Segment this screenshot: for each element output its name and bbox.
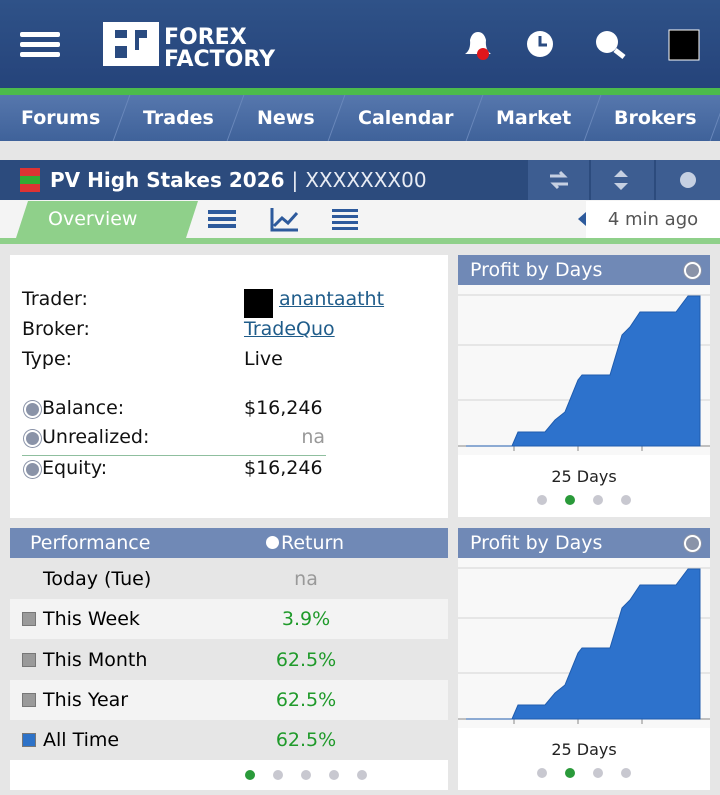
settings-button[interactable] [680, 172, 696, 188]
period-icon [22, 652, 36, 667]
tab-icons [208, 208, 586, 232]
nav-bar: Forums Trades News Calendar Market Broke… [0, 95, 720, 141]
return-value: 62.5% [275, 729, 337, 752]
column-header: Performance [30, 532, 151, 554]
pager-dots [245, 770, 367, 780]
period-label: This Month [43, 648, 148, 671]
menu-button[interactable] [20, 32, 60, 57]
return-value: 3.9% [281, 608, 331, 631]
period-label: All Time [43, 729, 120, 752]
logo-text: FACTORY [164, 47, 276, 72]
pager-dot[interactable] [593, 495, 603, 505]
profit-chart [458, 285, 710, 455]
field-label: Trader: [22, 288, 88, 310]
divider [0, 88, 720, 95]
nav-item[interactable]: Calendar [328, 95, 484, 141]
field-label: Broker: [22, 318, 90, 340]
field-label: Type: [22, 348, 73, 370]
period-label: Today (Tue) [43, 568, 152, 590]
return-value: 62.5% [275, 648, 337, 671]
info-icon[interactable] [24, 461, 41, 478]
pager-dot[interactable] [621, 768, 631, 778]
logo[interactable]: FOREX FACTORY [103, 22, 276, 72]
panel-period: 25 Days [551, 467, 617, 486]
pager-dot[interactable] [537, 768, 547, 778]
table-tab[interactable] [332, 209, 358, 212]
summary-card [10, 255, 448, 518]
return-value: na [294, 568, 318, 590]
title-icons [20, 160, 720, 200]
performance-row [10, 599, 448, 640]
performance-row [10, 679, 448, 720]
chart-tab[interactable] [270, 208, 299, 232]
nav-item[interactable]: News [227, 95, 346, 141]
history[interactable] [527, 31, 553, 57]
expand-button[interactable] [614, 170, 628, 190]
field-label: Equity: [42, 457, 108, 479]
period-icon [22, 733, 36, 748]
panel-period: 25 Days [551, 740, 617, 759]
period-icon [22, 612, 36, 627]
list-tab[interactable] [208, 210, 236, 214]
field-label: Unrealized: [42, 426, 150, 448]
field-value[interactable]: anantaatht [279, 288, 385, 310]
pager [10, 760, 448, 790]
profit-chart [458, 558, 710, 728]
account-title: PV High Stakes 2026 | XXXXXXX00 [50, 168, 427, 192]
notifications[interactable] [465, 32, 491, 60]
pager-dot[interactable] [565, 495, 575, 505]
pager-dot[interactable] [593, 768, 603, 778]
period-label: This Year [43, 688, 129, 711]
period-icon [22, 692, 36, 707]
performance-header: Performance Return [10, 528, 448, 558]
period-label: This Week [43, 608, 140, 631]
separator [22, 455, 326, 456]
overview-label: Overview [48, 208, 138, 230]
info-icon[interactable] [684, 535, 701, 552]
nav-item[interactable]: Brokers [585, 95, 720, 141]
updated-time: 4 min ago [586, 201, 720, 238]
field-label: Balance: [42, 397, 125, 419]
pager-dot[interactable] [621, 495, 631, 505]
field-value: $16,246 [244, 397, 323, 419]
pager-dot[interactable] [565, 768, 575, 778]
field-value: Live [244, 348, 283, 370]
nav-item[interactable]: Forums [0, 95, 131, 141]
header-icons: FOREX FACTORY [20, 22, 700, 72]
field-value: na [301, 426, 325, 448]
nav-item[interactable]: Trades [113, 95, 245, 141]
trader-avatar [244, 289, 273, 318]
divider [0, 238, 720, 244]
panel-header: Profit by Days [458, 528, 710, 558]
logo-text: FOREX [164, 25, 247, 50]
nav-item[interactable]: Market [466, 95, 602, 141]
info-icon[interactable] [24, 430, 41, 447]
search[interactable] [596, 31, 626, 59]
swap-button[interactable] [550, 170, 568, 190]
field-value: $16,246 [244, 457, 323, 479]
column-header: Return [281, 532, 345, 554]
return-value: 62.5% [275, 688, 337, 711]
info-icon[interactable] [24, 401, 41, 418]
panel-header: Profit by Days [458, 255, 710, 285]
pager-dot[interactable] [537, 495, 547, 505]
avatar[interactable] [668, 29, 700, 61]
field-value[interactable]: TradeQuo [244, 318, 335, 340]
info-icon[interactable] [684, 262, 701, 279]
